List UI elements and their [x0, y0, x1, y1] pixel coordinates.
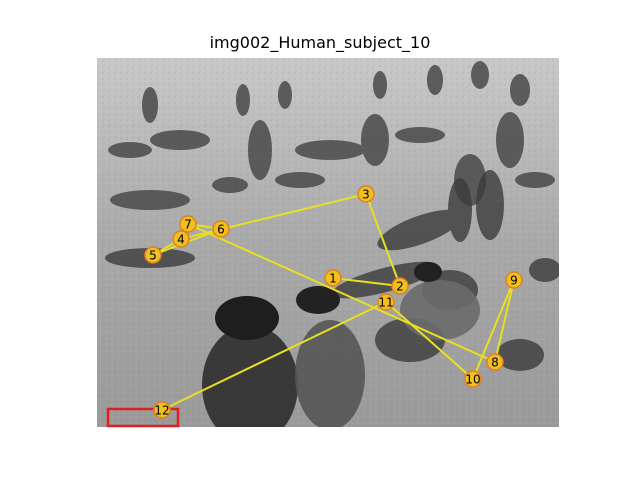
- fixation-marker: 5: [144, 246, 162, 264]
- fixation-marker: 10: [464, 370, 482, 388]
- foreground-people: [202, 262, 480, 427]
- scanpath-segment: [187, 223, 496, 363]
- highlight-box: [106, 407, 180, 428]
- fixation-label: 1: [329, 272, 337, 286]
- fixation-circle: [153, 401, 171, 419]
- fixation-circle: [179, 215, 197, 233]
- scanpath-segment: [494, 279, 515, 363]
- fixation-circle: [464, 370, 482, 388]
- fixation-circle: [144, 246, 162, 264]
- figure-title: img002_Human_subject_10: [209, 33, 431, 52]
- fixation-marker: 12: [153, 401, 171, 419]
- fixation-label: 6: [217, 223, 225, 237]
- fixation-label: 3: [362, 188, 370, 202]
- fixation-label: 12: [154, 404, 169, 418]
- fixation-circle: [505, 271, 523, 289]
- fixation-label: 8: [491, 356, 499, 370]
- scanpath-segment: [472, 279, 515, 380]
- fixation-circle: [357, 185, 375, 203]
- fixation-marker: 11: [377, 293, 395, 311]
- fixation-circle: [172, 230, 190, 248]
- fixation-label: 10: [465, 373, 480, 387]
- fixation-label: 9: [510, 274, 518, 288]
- fixation-marker: 1: [324, 269, 342, 287]
- scanpath-segment: [365, 193, 401, 287]
- fixation-label: 2: [396, 280, 404, 294]
- fixation-marker: 9: [505, 271, 523, 289]
- scanpath-segment: [332, 277, 401, 287]
- beach-photo: [97, 58, 559, 427]
- fixation-marker: 7: [179, 215, 197, 233]
- fixation-circle: [377, 293, 395, 311]
- fixation-marker: 2: [391, 277, 409, 295]
- fixation-circle: [212, 220, 230, 238]
- scanpath-segment: [385, 301, 474, 380]
- fixation-circle: [486, 353, 504, 371]
- fixation-marker: 4: [172, 230, 190, 248]
- scanpath-segment: [161, 301, 387, 411]
- fixation-marker: 8: [486, 353, 504, 371]
- fixation-circle: [324, 269, 342, 287]
- fixation-circle: [391, 277, 409, 295]
- fixation-label: 5: [149, 249, 157, 263]
- fixation-label: 11: [378, 296, 393, 310]
- fixation-marker: 6: [212, 220, 230, 238]
- fixation-label: 4: [177, 233, 185, 247]
- fixation-marker: 3: [357, 185, 375, 203]
- fixation-label: 7: [184, 218, 192, 232]
